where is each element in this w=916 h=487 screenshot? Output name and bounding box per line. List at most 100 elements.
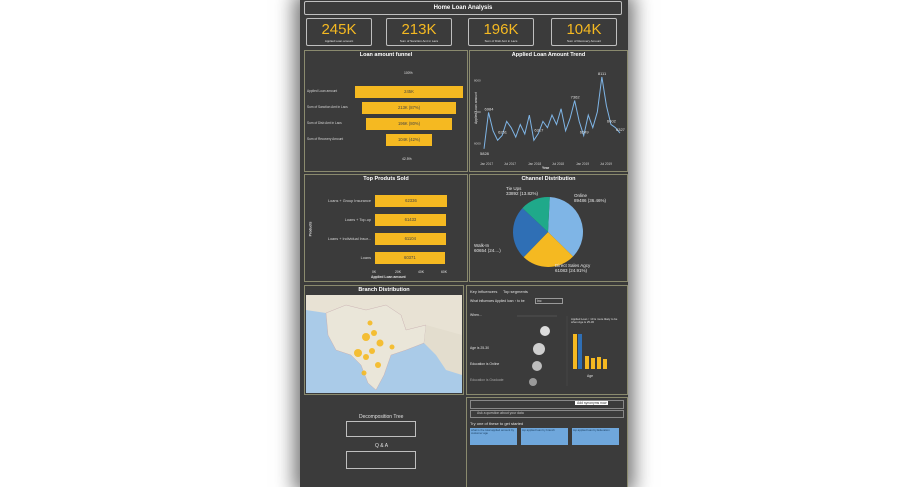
trend-xtick: Jan 2017 — [480, 162, 493, 166]
pie-label: 61083 (24.91%) — [555, 268, 588, 273]
product-label: Loans + Top-up — [344, 218, 371, 222]
map-bubble[interactable] — [362, 333, 370, 341]
channel-panel[interactable]: Channel Distribution Online 89486 (36.46%… — [469, 174, 628, 282]
influencer-bar — [603, 359, 607, 369]
channel-title: Channel Distribution — [521, 176, 576, 182]
trend-ytick: 6000 — [474, 141, 481, 145]
kpi-card-sanction[interactable]: 213K Sum of Sanction Amt in Lacs — [386, 18, 452, 46]
influencer-bubble — [540, 326, 550, 336]
map-bubble[interactable] — [389, 344, 395, 350]
qa-suggestion[interactable]: top applied loan by Education — [572, 428, 619, 445]
influencer-bubble — [532, 361, 542, 371]
add-synonyms-button[interactable]: Add synonyms now — [575, 401, 609, 405]
trend-ytick: 7000 — [474, 110, 481, 114]
map-bubble[interactable] — [371, 330, 377, 336]
qa-question-input[interactable] — [470, 410, 624, 418]
trend-data-label: 8111 — [598, 71, 607, 76]
funnel-bar[interactable] — [355, 86, 463, 98]
funnel-value-label: 213K (87%) — [397, 105, 421, 110]
funnel-stage-label: Sum of Recovery Amount — [307, 137, 344, 141]
trend-xtick: Jul 2019 — [600, 162, 612, 166]
funnel-top-pct: 100% — [404, 71, 413, 75]
funnel-bar[interactable] — [365, 118, 453, 130]
tab-key-influencers[interactable]: Key influencers — [470, 289, 498, 294]
influencer-select[interactable]: Inc — [535, 298, 563, 304]
map-bubble[interactable] — [376, 339, 384, 347]
influencer-bar — [597, 357, 601, 369]
funnel-value-label: 245K — [404, 89, 414, 94]
trend-xtick: Jan 2019 — [576, 162, 589, 166]
product-bar[interactable] — [375, 195, 447, 207]
qa-top-input[interactable] — [470, 400, 624, 409]
map-bubble[interactable] — [375, 362, 381, 368]
trend-data-label: 5828 — [480, 151, 490, 156]
product-xtick: 0K — [372, 270, 377, 274]
trend-line[interactable] — [483, 76, 621, 149]
funnel-bar[interactable] — [386, 134, 432, 146]
funnel-title: Loan amount funnel — [359, 52, 413, 58]
trend-panel[interactable]: Applied Loan Amount Trend 80007000600050… — [469, 50, 628, 172]
kpi-value: 196K — [483, 21, 519, 38]
trend-data-label: 6327 — [616, 127, 626, 132]
influencer-row[interactable]: Education is Graduate — [470, 378, 504, 382]
decomp-button[interactable] — [346, 421, 416, 437]
products-title: Top Produts Sold — [363, 176, 409, 182]
qa-suggestion[interactable]: top applied loan by branch — [521, 428, 568, 445]
map-land-east — [424, 325, 462, 375]
pie-slice[interactable] — [513, 208, 548, 258]
kpi-card-disbursed[interactable]: 196K Sum of Disb Amt in Lacs — [468, 18, 534, 46]
product-value-label: 61433 — [404, 217, 417, 222]
decomp-label: Decomposition Tree — [359, 414, 404, 420]
trend-title: Applied Loan Amount Trend — [511, 52, 586, 58]
map-bubble[interactable] — [367, 320, 373, 326]
influencer-row[interactable]: Education is Online — [470, 362, 500, 366]
influencer-row[interactable]: Age is 25-30 — [470, 346, 490, 350]
products-panel[interactable]: Top Produts Sold 62336 Loans + Group Insu… — [304, 174, 468, 282]
map-bubble[interactable] — [354, 349, 362, 357]
kpi-card-applied[interactable]: 245K Applied Loan amount — [306, 18, 372, 46]
product-bar[interactable] — [375, 252, 445, 264]
influencers-panel[interactable]: Key influencers Top segments What influe… — [466, 285, 628, 395]
qa-panel[interactable]: Add synonyms now Ask a question about yo… — [466, 397, 628, 487]
trend-data-label: 7362 — [571, 95, 581, 100]
product-value-label: 62336 — [405, 198, 417, 203]
trend-xtick: Jan 2018 — [528, 162, 541, 166]
map-land-india — [325, 304, 427, 391]
tab-top-segments[interactable]: Top segments — [503, 289, 528, 294]
funnel-bar[interactable] — [362, 102, 456, 114]
qa-suggestion[interactable]: what is the total applied amount by cust… — [470, 428, 517, 445]
trend-data-label: 6602 — [607, 118, 617, 123]
product-xtick: 40K — [418, 270, 425, 274]
funnel-panel[interactable]: Loan amount funnel 100% 245K Applied Loan… — [304, 50, 468, 172]
product-bar[interactable] — [375, 214, 446, 226]
pie-slice[interactable] — [522, 197, 550, 232]
report-title: Home Loan Analysis — [304, 1, 622, 15]
influencer-question: What influences Applied loan ↑ to be — [470, 299, 525, 303]
pie-label: 33892 (13.82%) — [506, 191, 539, 196]
kpi-card-recovery[interactable]: 104K Sum of Recovery Amount — [551, 18, 617, 46]
kpi-value: 213K — [401, 21, 437, 38]
pie-slice[interactable] — [523, 232, 574, 267]
pie-label: Walk-In — [474, 243, 490, 248]
influencer-bar — [585, 356, 589, 369]
influencer-visual — [517, 315, 607, 386]
product-label: Loans + Individual Insur... — [327, 237, 371, 241]
map-bubble[interactable] — [363, 354, 369, 360]
product-bar[interactable] — [375, 233, 446, 245]
map-land-north — [306, 295, 462, 340]
map-bubble[interactable] — [361, 370, 367, 376]
influencer-note: Applied Loan ↑ 10 is more likely to be w… — [571, 317, 618, 325]
branch-map[interactable] — [306, 295, 462, 393]
qa-heading: Try one of these to get started — [470, 421, 524, 426]
pie-slice[interactable] — [548, 197, 583, 257]
influencer-row[interactable]: When... — [470, 313, 482, 317]
branch-title: Branch Distribution — [358, 287, 410, 293]
funnel-stage-label: Applied Loan amount — [307, 89, 338, 93]
map-bubble[interactable] — [369, 348, 375, 354]
qa-button[interactable] — [346, 451, 416, 469]
kpi-label: Sum of Disb Amt in Lacs — [484, 39, 518, 43]
trend-xtick: Jul 2018 — [552, 162, 564, 166]
branch-panel[interactable]: Branch Distribution — [304, 285, 464, 395]
trend-ylabel: Applied Loan amount — [474, 91, 479, 125]
